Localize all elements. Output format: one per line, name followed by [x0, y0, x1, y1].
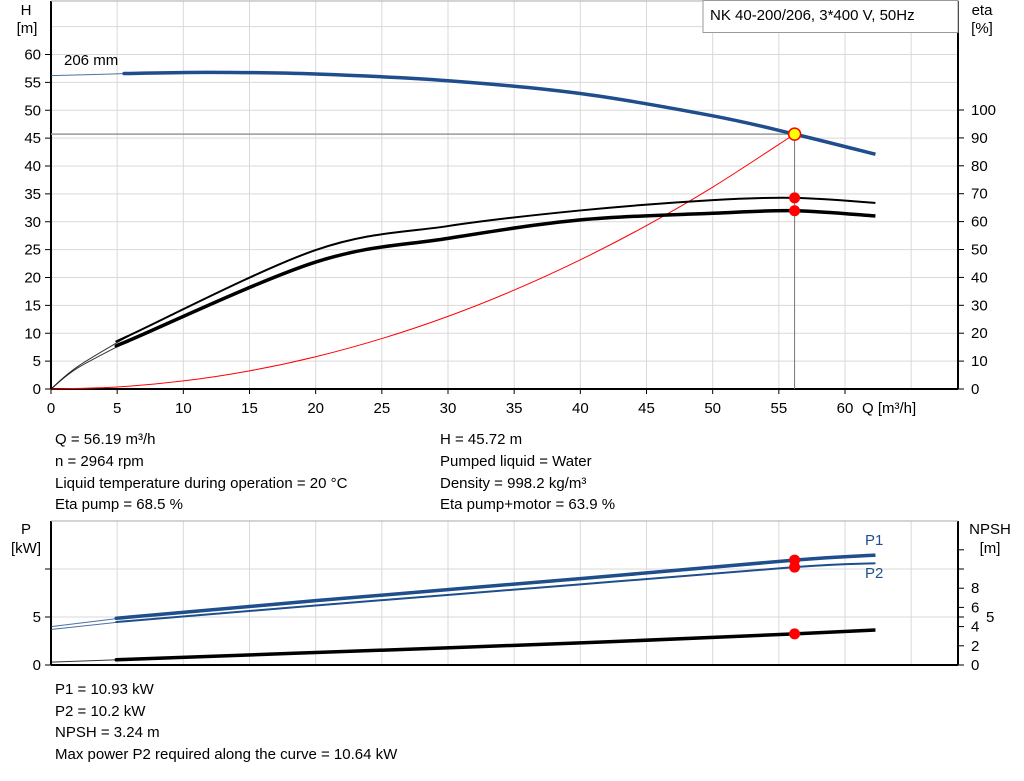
- curve-eta_pump_motor: [114, 208, 876, 348]
- info-q: Q = 56.19 m³/h: [55, 431, 156, 448]
- x-tick-label: 15: [241, 400, 258, 417]
- eta-tick-label: 50: [971, 242, 988, 259]
- x-tick-label: 45: [638, 400, 655, 417]
- h-tick-label: 30: [24, 214, 41, 231]
- h-tick-label: 45: [24, 130, 41, 147]
- h-tick-label: 60: [24, 47, 41, 64]
- eta-pump-motor-operating-marker: [789, 205, 801, 217]
- p1-series-label: P1: [865, 532, 883, 549]
- x-tick-label: 10: [175, 400, 192, 417]
- p2-operating-marker: [789, 561, 801, 573]
- q-axis-label: Q [m³/h]: [862, 400, 916, 417]
- impeller-diameter-label: 206 mm: [64, 52, 118, 69]
- h-tick-label: 50: [24, 102, 41, 119]
- h-axis-unit: [m]: [17, 20, 38, 37]
- eta-axis-name: eta: [972, 2, 994, 19]
- x-tick-label: 25: [373, 400, 390, 417]
- curve-H: [122, 70, 876, 156]
- npsh-tick-label: 2: [971, 638, 979, 655]
- info-max-power: Max power P2 required along the curve = …: [55, 746, 398, 763]
- p-axis-unit: [kW]: [11, 540, 41, 557]
- curve-P1: [114, 553, 876, 621]
- curve-P2: [115, 562, 876, 624]
- eta-tick-label: 10: [971, 353, 988, 370]
- h-tick-label: 25: [24, 242, 41, 259]
- x-tick-label: 0: [47, 400, 55, 417]
- npsh-operating-marker: [789, 628, 801, 640]
- eta-axis-unit: [%]: [971, 20, 993, 37]
- npsh-axis-name: NPSH: [969, 521, 1011, 538]
- p-tick-label: 5: [33, 609, 41, 626]
- info-speed: n = 2964 rpm: [55, 453, 144, 470]
- pump-title: NK 40-200/206, 3*400 V, 50Hz: [710, 7, 915, 24]
- npsh-tick-label: 0: [971, 657, 979, 674]
- x-tick-label: 55: [770, 400, 787, 417]
- info-eta-pump-motor: Eta pump+motor = 63.9 %: [440, 496, 616, 513]
- eta-tick-label: 60: [971, 214, 988, 231]
- curve-eta_pump: [115, 196, 876, 343]
- h-tick-label: 0: [33, 381, 41, 398]
- npsh-tick-label: 4: [971, 619, 979, 636]
- p2-series-label: P2: [865, 565, 883, 582]
- x-tick-label: 5: [113, 400, 121, 417]
- h-axis-name: H: [21, 2, 32, 19]
- h-tick-label: 15: [24, 297, 41, 314]
- curve-system_curve: [50, 133, 795, 390]
- eta-tick-label: 100: [971, 102, 996, 119]
- info-liquid-temp: Liquid temperature during operation = 20…: [55, 475, 348, 492]
- p-tick-label: 0: [33, 657, 41, 674]
- info-p1: P1 = 10.93 kW: [55, 681, 154, 698]
- p-axis-name: P: [21, 521, 31, 538]
- info-pumped-liquid: Pumped liquid = Water: [440, 453, 592, 470]
- h-tick-label: 35: [24, 186, 41, 203]
- info-density: Density = 998.2 kg/m³: [440, 475, 587, 492]
- eta-tick-label: 40: [971, 269, 988, 286]
- h-tick-label: 55: [24, 74, 41, 91]
- npsh-axis-unit: [m]: [980, 540, 1001, 557]
- info-eta-pump: Eta pump = 68.5 %: [55, 496, 183, 513]
- info-npsh: NPSH = 3.24 m: [55, 724, 160, 741]
- duty-point-marker: [787, 127, 802, 141]
- eta-tick-label: 20: [971, 325, 988, 342]
- h-tick-label: 10: [24, 325, 41, 342]
- title-box: NK 40-200/206, 3*400 V, 50Hz: [702, 0, 959, 33]
- x-tick-label: 20: [307, 400, 324, 417]
- info-p2: P2 = 10.2 kW: [55, 703, 146, 720]
- h-tick-label: 40: [24, 158, 41, 175]
- eta-tick-label: 80: [971, 158, 988, 175]
- curve-NPSH: [114, 628, 876, 662]
- info-head: H = 45.72 m: [440, 431, 523, 448]
- h-tick-label: 20: [24, 270, 41, 287]
- x-tick-label: 60: [837, 400, 854, 417]
- npsh-tick-label: 8: [971, 580, 979, 597]
- npsh-tick-label: 6: [971, 599, 979, 616]
- x-tick-label: 30: [440, 400, 457, 417]
- h-tick-label: 5: [33, 353, 41, 370]
- eta-tick-label: 30: [971, 297, 988, 314]
- eta-tick-label: 0: [971, 381, 979, 398]
- eta-tick-label: 70: [971, 186, 988, 203]
- npsh-tick-label: 5: [986, 609, 994, 626]
- eta-pump-operating-marker: [789, 192, 801, 204]
- eta-tick-label: 90: [971, 130, 988, 147]
- x-tick-label: 35: [506, 400, 523, 417]
- x-tick-label: 40: [572, 400, 589, 417]
- x-tick-label: 50: [704, 400, 721, 417]
